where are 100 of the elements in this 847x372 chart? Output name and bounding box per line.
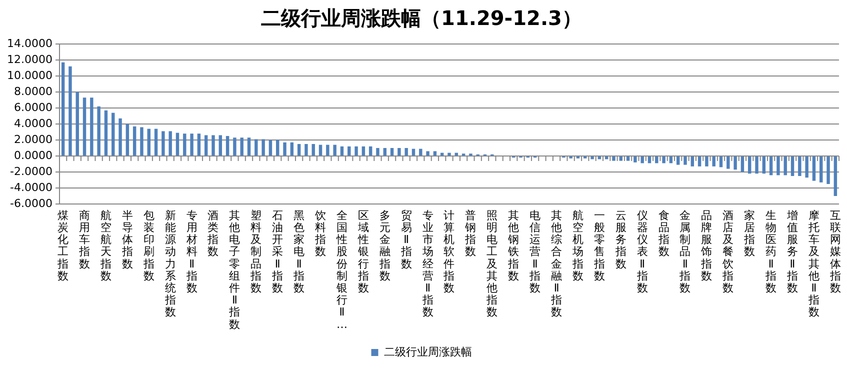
bar [748,156,752,174]
bar [662,156,666,164]
bar [690,156,694,166]
x-tick-label: 贸易Ⅱ指数 [400,208,412,270]
bar [719,156,723,168]
bar [254,139,258,156]
y-tick-label: 10.0000 [6,68,52,82]
x-tick-label: 煤炭化工指数 [56,208,69,282]
y-tick-label: 0.0000 [14,148,52,162]
x-tick-label: 酒店及餐饮指数 [722,208,734,295]
bar [412,148,416,156]
x-tick-label: 区域性银行指数 [356,208,369,295]
x-tick-label: 专用材料Ⅱ指数 [185,208,198,295]
bar [68,66,72,156]
bar [140,127,144,156]
x-tick-label: 品牌服饰指数 [700,208,712,282]
x-tick-label: 航空航天指数 [99,208,112,282]
bar [90,98,94,156]
bar [118,118,122,156]
bar [333,144,336,156]
y-tick-label: -4.0000 [10,180,52,194]
y-tick-label: -2.0000 [10,164,52,178]
bar [312,144,315,156]
x-tick-label: 塑料及制品指数 [250,208,262,295]
bar [354,146,358,156]
bar [404,148,408,156]
y-tick-label: -6.0000 [10,196,52,210]
bar [740,156,744,172]
x-tick-label: 航空机场指数 [571,208,584,282]
bar [132,126,136,156]
x-tick-label: 黑色家电Ⅱ指数 [292,208,305,295]
bar [82,98,86,156]
bar [634,156,637,162]
x-tick-label: 仪器仪表Ⅱ指数 [636,208,648,295]
bar [233,138,236,156]
bar [769,156,773,176]
x-tick-label: 其他钢铁指数 [507,208,520,282]
bar [376,148,380,156]
bar [755,156,758,174]
bar [97,106,100,156]
bar [326,144,330,156]
x-tick-label: 多元金融指数 [378,208,390,282]
category-label: 摩托车及其他Ⅱ指数 [808,208,820,319]
bar [805,156,808,178]
bar [834,156,838,196]
bar [340,146,344,156]
bar [726,156,730,169]
bar [784,156,787,176]
bar [820,156,823,182]
x-tick-label: 食品指数 [657,208,670,258]
x-tick-label: 酒类指数 [206,208,219,258]
bar [268,140,272,156]
bar [762,156,766,174]
bar [276,140,280,156]
bar [426,151,430,156]
x-tick-label: 云服务指数 [614,208,626,270]
category-label: 全国性股份制银行Ⅱ… [336,208,348,331]
bar [197,134,201,156]
bar [168,131,172,156]
bar [290,142,294,156]
bar [398,148,401,156]
x-tick-label: 家居指数 [743,208,756,258]
bar [383,148,386,156]
bar [104,110,108,156]
y-tick-label: 8.0000 [14,84,52,98]
bar [698,156,702,166]
bar [126,124,130,156]
bar [433,151,437,156]
bar [318,144,322,156]
bar [612,156,616,161]
bar [626,156,630,161]
y-tick-label: 4.0000 [14,116,52,130]
bar [240,138,244,156]
bar [362,146,366,156]
x-tick-label: 半导体指数 [120,208,133,270]
bar [655,156,658,164]
x-tick-label: 石油开采Ⅱ指数 [271,208,284,295]
bar [61,62,65,156]
y-tick-label: 2.0000 [14,132,52,146]
x-tick-label: 互联网媒体指数 [828,208,841,295]
bar [262,139,265,156]
bar [204,135,208,156]
bar [154,128,158,156]
bar [76,92,79,156]
x-tick-label: 生物医药Ⅱ指数 [764,208,777,295]
bar [669,156,673,164]
bar [640,156,644,164]
x-tick-label: 电信运营Ⅱ指数 [528,208,541,295]
bar [247,138,251,156]
bar [112,112,115,156]
bar [712,156,716,166]
bar [283,142,286,156]
y-tick-label: 6.0000 [14,100,52,114]
bar [590,156,594,160]
bar [368,146,372,156]
chart-title: 二级行业周涨跌幅（11.29-12.3） [261,6,582,30]
bar [297,144,301,156]
bar [776,156,780,176]
bar [304,144,308,156]
bar [218,135,222,156]
